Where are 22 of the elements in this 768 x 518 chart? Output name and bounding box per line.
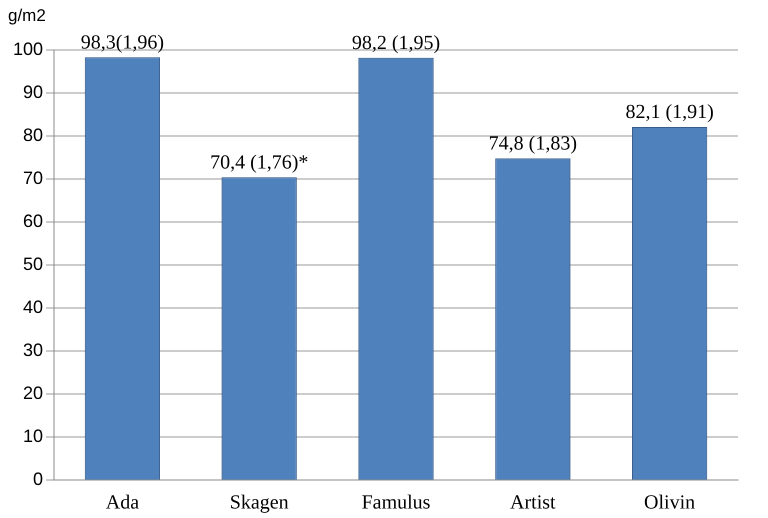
x-tick-label: Famulus <box>362 491 431 514</box>
y-tick-label: 30 <box>23 340 44 360</box>
y-tick-label: 40 <box>23 296 44 317</box>
data-label: 70,4 (1,76)* <box>210 152 308 174</box>
y-tick-label: 90 <box>23 82 44 102</box>
y-tick-label: 80 <box>23 124 44 145</box>
x-tick-label: Skagen <box>230 491 289 514</box>
y-tick-label: 0 <box>33 468 44 489</box>
data-label: 98,2 (1,95) <box>352 32 440 54</box>
x-tick-label: Ada <box>106 491 140 514</box>
y-tick-label: 60 <box>23 210 44 231</box>
y-tick-label: 50 <box>23 254 44 274</box>
data-label: 82,1 (1,91) <box>625 101 714 124</box>
y-axis-title: g/m2 <box>8 6 46 26</box>
x-tick-label: Olivin <box>644 491 696 514</box>
data-label: 74,8 (1,83) <box>488 132 577 155</box>
data-label: 98,3(1,96) <box>80 32 164 54</box>
x-tick-label: Artist <box>510 491 556 514</box>
y-tick-label: 70 <box>23 168 44 188</box>
y-tick-label: 20 <box>23 382 44 403</box>
y-tick-label: 100 <box>12 38 44 59</box>
y-tick-label: 10 <box>23 426 44 446</box>
